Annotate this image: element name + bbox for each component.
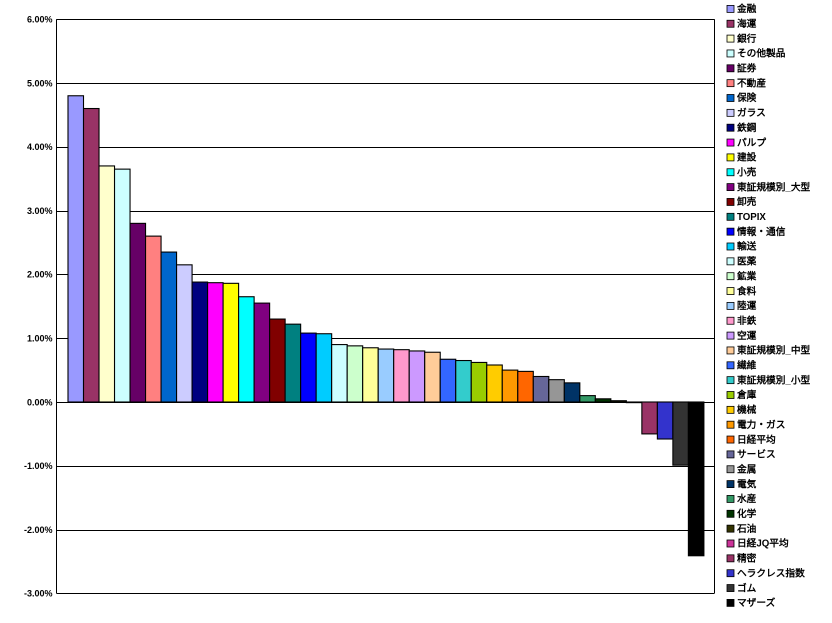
svg-text:その他製品: その他製品: [737, 47, 786, 60]
svg-text:-1.00%: -1.00%: [24, 461, 53, 471]
svg-text:倉庫: 倉庫: [736, 388, 757, 401]
svg-text:日経JQ平均: 日経JQ平均: [737, 537, 789, 550]
svg-text:2.00%: 2.00%: [27, 270, 53, 280]
svg-text:サービス: サービス: [737, 448, 776, 461]
svg-text:日経平均: 日経平均: [737, 433, 776, 446]
svg-text:食料: 食料: [736, 284, 757, 297]
svg-text:情報・通信: 情報・通信: [737, 225, 786, 238]
svg-text:水産: 水産: [737, 492, 757, 505]
svg-text:パルプ: パルプ: [737, 136, 766, 149]
svg-text:輸送: 輸送: [737, 240, 757, 253]
svg-text:東証規模別_中型: 東証規模別_中型: [737, 344, 811, 357]
svg-text:東証規模別_小型: 東証規模別_小型: [737, 373, 811, 386]
svg-text:卸売: 卸売: [737, 195, 757, 208]
svg-text:精密: 精密: [737, 552, 757, 565]
svg-text:-3.00%: -3.00%: [24, 589, 53, 599]
svg-text:金属: 金属: [736, 462, 756, 475]
svg-text:機械: 機械: [737, 403, 757, 416]
svg-text:小売: 小売: [736, 165, 757, 178]
svg-text:TOPIX: TOPIX: [737, 212, 766, 223]
svg-text:証券: 証券: [737, 62, 757, 75]
svg-text:5.00%: 5.00%: [27, 78, 53, 88]
svg-text:-2.00%: -2.00%: [24, 525, 53, 535]
svg-text:陸運: 陸運: [737, 299, 757, 312]
svg-text:電力・ガス: 電力・ガス: [737, 418, 785, 431]
svg-text:繊維: 繊維: [736, 359, 757, 372]
svg-text:マザーズ: マザーズ: [737, 596, 776, 609]
svg-text:非鉄: 非鉄: [737, 314, 757, 327]
svg-text:石油: 石油: [736, 522, 757, 535]
svg-text:3.00%: 3.00%: [27, 206, 53, 216]
svg-text:ヘラクレス指数: ヘラクレス指数: [737, 566, 805, 579]
svg-text:保険: 保険: [736, 91, 757, 104]
svg-text:4.00%: 4.00%: [27, 142, 53, 152]
svg-text:海運: 海運: [737, 17, 757, 30]
svg-text:鉄鋼: 鉄鋼: [737, 121, 757, 134]
svg-text:建設: 建設: [736, 151, 757, 164]
svg-text:金融: 金融: [736, 2, 757, 15]
svg-text:電気: 電気: [737, 477, 757, 490]
svg-text:0.00%: 0.00%: [27, 397, 53, 407]
svg-text:医薬: 医薬: [737, 255, 757, 268]
svg-text:鉱業: 鉱業: [737, 269, 757, 282]
svg-text:1.00%: 1.00%: [27, 334, 53, 344]
svg-text:化学: 化学: [737, 507, 757, 520]
svg-text:東証規模別_大型: 東証規模別_大型: [737, 180, 811, 193]
svg-text:6.00%: 6.00%: [27, 15, 53, 25]
svg-text:ガラス: ガラス: [737, 106, 766, 119]
svg-text:不動産: 不動産: [737, 76, 766, 89]
svg-text:空運: 空運: [737, 329, 757, 342]
svg-text:ゴム: ゴム: [737, 581, 757, 594]
svg-text:銀行: 銀行: [737, 32, 757, 45]
